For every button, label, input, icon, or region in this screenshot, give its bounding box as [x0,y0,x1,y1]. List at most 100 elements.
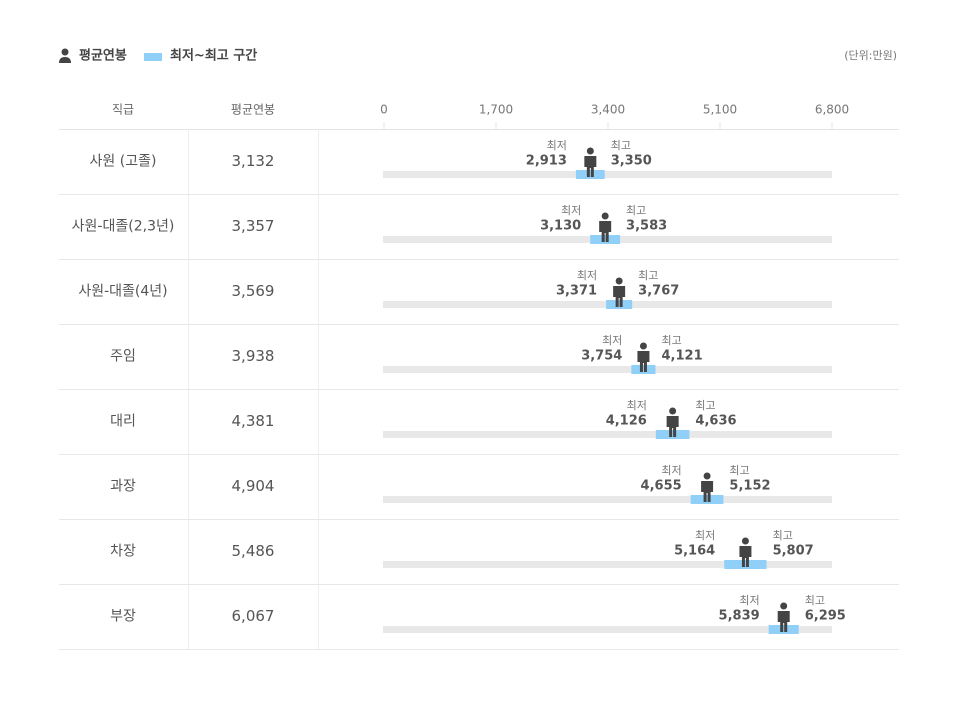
person-head [615,277,623,285]
track [383,171,832,178]
legend-label: 최저~최고 구간 [170,48,257,64]
unit: (단위:만원) [844,49,897,62]
rank: 대리 [110,414,136,430]
avg-marker [584,147,597,177]
max-value: 5,807 [773,544,814,559]
person-body [701,481,714,502]
range-bar [768,625,799,634]
rank: 차장 [110,544,136,560]
avg-marker [701,472,714,502]
track [383,496,832,503]
rank: 부장 [110,609,136,625]
person-body [666,416,679,437]
avg-salary: 3,938 [232,347,275,365]
avg-salary: 4,381 [232,412,275,430]
max-label: 최고 [773,529,793,542]
rank: 사원-대졸(4년) [78,284,167,300]
person-head [780,602,788,610]
max-value: 3,350 [611,154,652,169]
x-tick-label: 1,700 [479,103,513,117]
max-value: 4,636 [695,414,736,429]
person-head [741,537,749,545]
person-body [777,611,790,632]
avg-salary: 3,357 [232,217,275,235]
max-label: 최고 [695,399,715,412]
min-value: 3,371 [556,284,597,299]
min-value: 4,126 [606,414,647,429]
person-body [584,156,597,177]
header: 평균연봉 [231,103,275,117]
x-tick-label: 6,800 [815,103,849,117]
person-body [637,351,650,372]
min-value: 3,130 [540,219,581,234]
range-bar [606,300,633,309]
track [383,431,832,438]
header: 직급 [112,103,134,117]
min-value: 5,164 [674,544,715,559]
avg-marker [666,407,679,437]
min-label: 최저 [577,269,597,282]
min-value: 4,655 [641,479,682,494]
rank: 주임 [110,349,136,365]
x-tick-label: 0 [380,103,388,117]
min-value: 3,754 [581,349,622,364]
range-bar [590,235,621,244]
person-head [601,212,609,220]
person-body [613,286,626,307]
max-label: 최고 [638,269,658,282]
rank: 과장 [110,479,136,495]
avg-marker [599,212,612,242]
avg-marker [777,602,790,632]
avg-salary: 6,067 [232,607,275,625]
avg-marker [637,342,650,372]
person-body [599,221,612,242]
track [383,626,832,633]
max-label: 최고 [662,334,682,347]
min-label: 최저 [695,529,715,542]
max-label: 최고 [729,464,749,477]
rank: 사원 (고졸) [90,154,157,170]
avg-salary: 5,486 [232,542,275,560]
avg-salary: 3,569 [232,282,275,300]
min-value: 2,913 [526,154,567,169]
min-label: 최저 [627,399,647,412]
legend-swatch [144,53,162,61]
legend-label: 평균연봉 [79,48,127,64]
max-value: 3,767 [638,284,679,299]
person-head [639,342,647,350]
person-head [586,147,594,155]
min-label: 최저 [561,204,581,217]
min-label: 최저 [547,139,567,152]
max-value: 3,583 [626,219,667,234]
range-bar [575,170,605,179]
min-label: 최저 [739,594,759,607]
max-label: 최고 [805,594,825,607]
x-tick-label: 3,400 [591,103,625,117]
legend-icon [59,57,71,63]
range-bar [631,365,656,374]
legend-icon [61,48,69,56]
max-value: 5,152 [729,479,770,494]
avg-marker [739,537,752,567]
avg-salary: 4,904 [232,477,275,495]
person-body [739,546,752,567]
max-label: 최고 [611,139,631,152]
range-bar [655,430,690,439]
x-tick-label: 5,100 [703,103,737,117]
track [383,366,832,373]
rank: 사원-대졸(2,3년) [72,219,175,235]
max-value: 6,295 [805,609,846,624]
legend: 평균연봉 최저~최고 구간 [59,48,257,64]
max-value: 4,121 [662,349,703,364]
range-bar [690,495,724,504]
track [383,561,832,568]
max-label: 최고 [626,204,646,217]
avg-marker [613,277,626,307]
min-label: 최저 [602,334,622,347]
min-label: 최저 [661,464,681,477]
person-head [669,407,677,415]
avg-salary: 3,132 [232,152,275,170]
person-head [703,472,711,480]
range-bar [724,560,767,569]
